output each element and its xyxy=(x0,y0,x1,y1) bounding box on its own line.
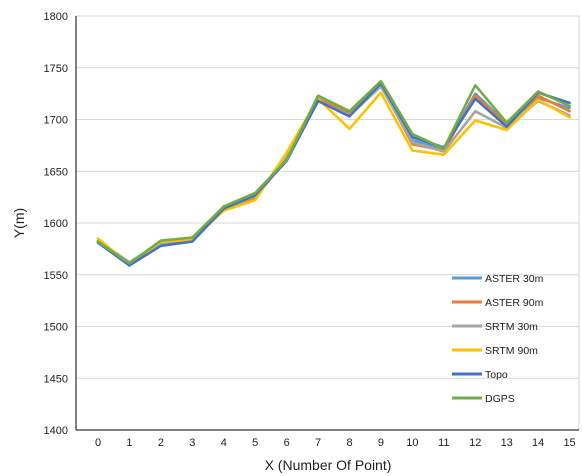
x-tick-label: 5 xyxy=(252,437,258,449)
y-tick-label: 1750 xyxy=(44,63,68,75)
gridlines xyxy=(76,67,579,379)
series-line-dgps xyxy=(96,79,571,265)
x-tick-label: 2 xyxy=(158,437,164,449)
series-line-srtm-90m xyxy=(96,91,571,266)
series-lines xyxy=(96,79,571,267)
y-tick-label: 1450 xyxy=(44,373,68,385)
x-tick-label: 7 xyxy=(315,437,321,449)
x-tick-label: 8 xyxy=(346,437,352,449)
x-tick-label: 10 xyxy=(406,437,418,449)
x-tick-label: 3 xyxy=(189,437,195,449)
series-line-topo xyxy=(96,82,571,267)
legend-label: SRTM 90m xyxy=(485,345,538,357)
x-tick-label: 13 xyxy=(501,437,513,449)
x-tick-label: 9 xyxy=(378,437,384,449)
x-tick-label: 11 xyxy=(438,437,449,449)
y-tick-label: 1400 xyxy=(44,425,68,437)
y-tick-label: 1700 xyxy=(44,115,68,127)
y-tick-label: 1650 xyxy=(44,166,68,178)
x-tick-label: 15 xyxy=(563,437,575,449)
y-tick-label: 1600 xyxy=(44,218,68,230)
legend-label: DGPS xyxy=(485,393,515,405)
legend-label: SRTM 30m xyxy=(485,321,538,333)
y-axis-title: Y(m) xyxy=(11,208,27,238)
legend-label: ASTER 30m xyxy=(485,273,544,285)
x-tick-label: 6 xyxy=(284,437,290,449)
x-tick-label: 14 xyxy=(532,437,544,449)
x-axis-title: X (Number Of Point) xyxy=(265,457,392,473)
y-tick-label: 1800 xyxy=(44,11,68,23)
x-tick-label: 12 xyxy=(469,437,481,449)
x-tick-label: 4 xyxy=(221,437,227,449)
legend-label: Topo xyxy=(485,369,508,381)
x-tick-label: 0 xyxy=(95,437,101,449)
y-tick-label: 1500 xyxy=(44,322,68,334)
x-tick-label: 1 xyxy=(126,437,132,449)
legend: ASTER 30m ASTER 90m SRTM 30m SRTM 90m Topo DG… xyxy=(452,273,544,405)
y-tick-label: 1550 xyxy=(44,270,68,282)
legend-label: ASTER 90m xyxy=(485,297,544,309)
